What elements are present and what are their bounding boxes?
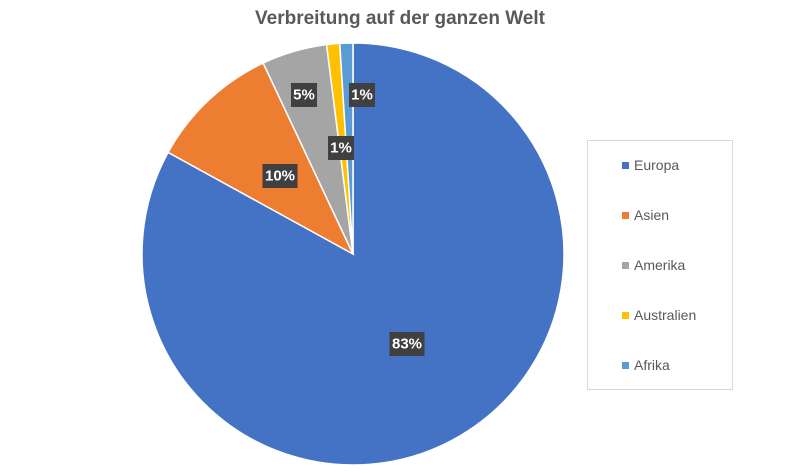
data-label-europa: 83%: [389, 332, 425, 356]
legend-label: Europa: [634, 157, 680, 173]
legend-item-asien: Asien: [622, 205, 669, 225]
legend-label: Australien: [634, 307, 697, 323]
data-label-box: [262, 164, 298, 188]
data-label-box: [389, 332, 425, 356]
chart-title: Verbreitung auf der ganzen Welt: [255, 8, 545, 29]
legend-item-amerika: Amerika: [622, 255, 685, 275]
chart-legend: Europa Asien Amerika Australien Afrika: [587, 140, 733, 390]
svg-text:1%: 1%: [330, 140, 352, 157]
legend-swatch: [622, 311, 629, 319]
data-label-asien: 10%: [262, 164, 298, 188]
data-label-box: [349, 83, 375, 107]
svg-text:5%: 5%: [293, 87, 315, 104]
legend-label: Asien: [634, 207, 670, 223]
data-label-australien: 1%: [328, 136, 354, 160]
pie-slice-asien: [167, 62, 355, 256]
legend-swatch: [622, 361, 629, 369]
svg-text:83%: 83%: [392, 336, 422, 353]
legend-item-afrika: Afrika: [622, 355, 670, 375]
data-label-box: [291, 83, 317, 107]
svg-text:10%: 10%: [265, 168, 295, 185]
legend-swatch: [622, 161, 629, 169]
legend-swatch: [622, 211, 629, 219]
legend-label: Afrika: [634, 357, 670, 373]
data-label-box: [328, 136, 354, 160]
data-label-afrika: 1%: [349, 83, 375, 107]
svg-text:1%: 1%: [351, 87, 373, 104]
legend-swatch: [622, 261, 629, 269]
legend-label: Amerika: [634, 257, 686, 273]
legend-item-australien: Australien: [622, 305, 696, 325]
data-label-amerika: 5%: [291, 83, 317, 107]
legend-item-europa: Europa: [622, 155, 679, 175]
